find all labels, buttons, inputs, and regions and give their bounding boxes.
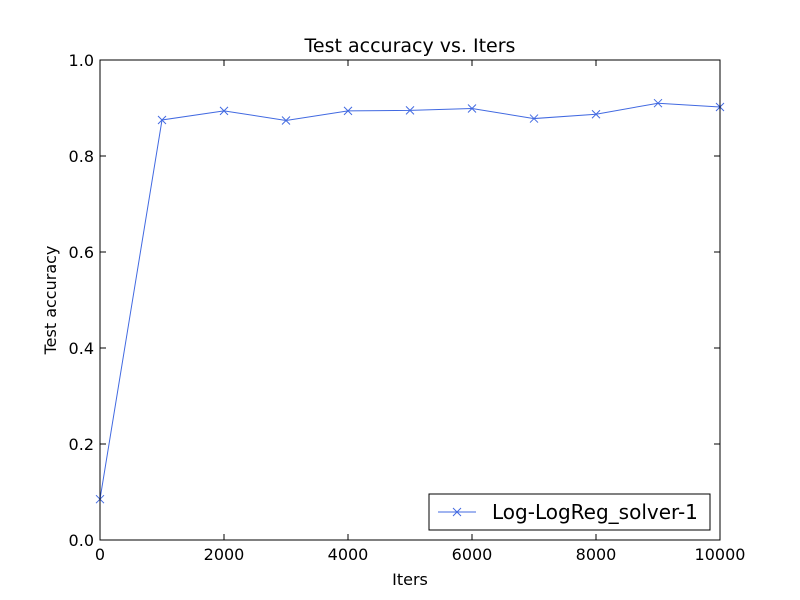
x-tick-label: 0 <box>95 545 105 564</box>
x-tick-label: 6000 <box>452 545 493 564</box>
y-axis-title: Test accuracy <box>41 246 60 356</box>
y-tick-label: 0.6 <box>69 243 94 262</box>
legend-label: Log-LogReg_solver-1 <box>492 500 698 524</box>
x-tick-label: 2000 <box>204 545 245 564</box>
legend-marker <box>452 507 462 517</box>
x-tick-label: 4000 <box>328 545 369 564</box>
data-point-marker <box>653 98 663 108</box>
axis-ticks: 0 2000 4000 6000 8000 10000 0.0 0.2 0.4 0.6 0.8 1.0 <box>69 51 746 564</box>
x-axis-title: Iters <box>392 570 428 589</box>
y-tick-label: 0.2 <box>69 435 94 454</box>
data-point-marker <box>591 109 601 119</box>
x-tick-label: 8000 <box>576 545 617 564</box>
data-point-marker <box>529 114 539 123</box>
data-point-marker <box>281 116 291 125</box>
data-point-marker <box>343 106 353 116</box>
y-tick-label: 0.8 <box>69 147 94 166</box>
data-point-marker <box>219 106 229 116</box>
data-point-marker <box>405 106 415 115</box>
y-tick-label: 0.0 <box>69 531 94 550</box>
data-point-marker <box>157 115 167 125</box>
x-tick-label: 10000 <box>695 545 746 564</box>
plot-frame <box>99 59 721 541</box>
legend: Log-LogReg_solver-1 <box>428 493 711 531</box>
chart-title: Test accuracy vs. Iters <box>304 35 516 57</box>
data-point-marker <box>467 104 477 113</box>
y-tick-label: 0.4 <box>69 339 94 358</box>
y-tick-label: 1.0 <box>69 51 94 70</box>
